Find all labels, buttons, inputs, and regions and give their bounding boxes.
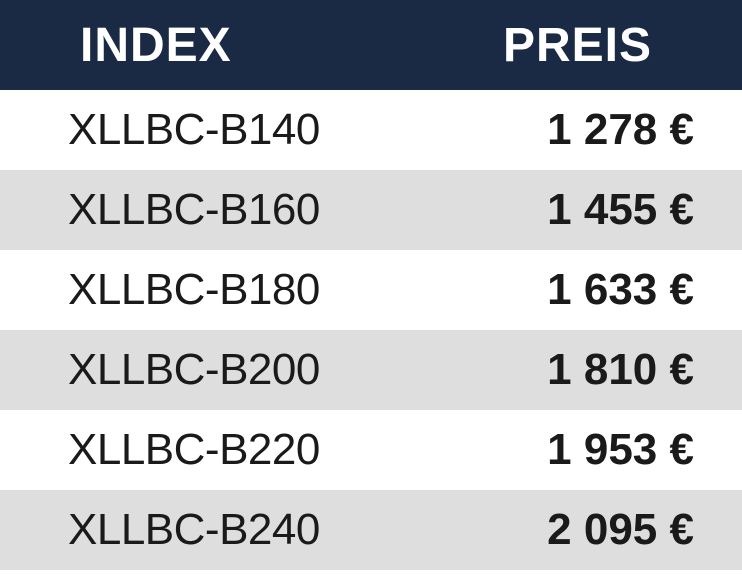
cell-index: XLLBC-B140 (0, 105, 430, 155)
cell-index: XLLBC-B200 (0, 345, 430, 395)
cell-preis: 1 810 € (430, 345, 742, 395)
table-row: XLLBC-B1601 455 € (0, 170, 742, 250)
cell-preis: 1 455 € (430, 185, 742, 235)
cell-index: XLLBC-B220 (0, 425, 430, 475)
table-row: XLLBC-B1401 278 € (0, 90, 742, 170)
cell-index: XLLBC-B240 (0, 505, 430, 555)
table-row: XLLBC-B2201 953 € (0, 410, 742, 490)
price-table: INDEX PREIS XLLBC-B1401 278 €XLLBC-B1601… (0, 0, 742, 570)
cell-index: XLLBC-B160 (0, 185, 430, 235)
table-row: XLLBC-B2001 810 € (0, 330, 742, 410)
cell-preis: 1 953 € (430, 425, 742, 475)
cell-preis: 2 095 € (430, 505, 742, 555)
cell-index: XLLBC-B180 (0, 265, 430, 315)
table-header-row: INDEX PREIS (0, 0, 742, 90)
table-row: XLLBC-B2402 095 € (0, 490, 742, 570)
cell-preis: 1 278 € (430, 105, 742, 155)
header-preis: PREIS (430, 18, 742, 73)
table-row: XLLBC-B1801 633 € (0, 250, 742, 330)
header-index: INDEX (0, 18, 430, 73)
cell-preis: 1 633 € (430, 265, 742, 315)
